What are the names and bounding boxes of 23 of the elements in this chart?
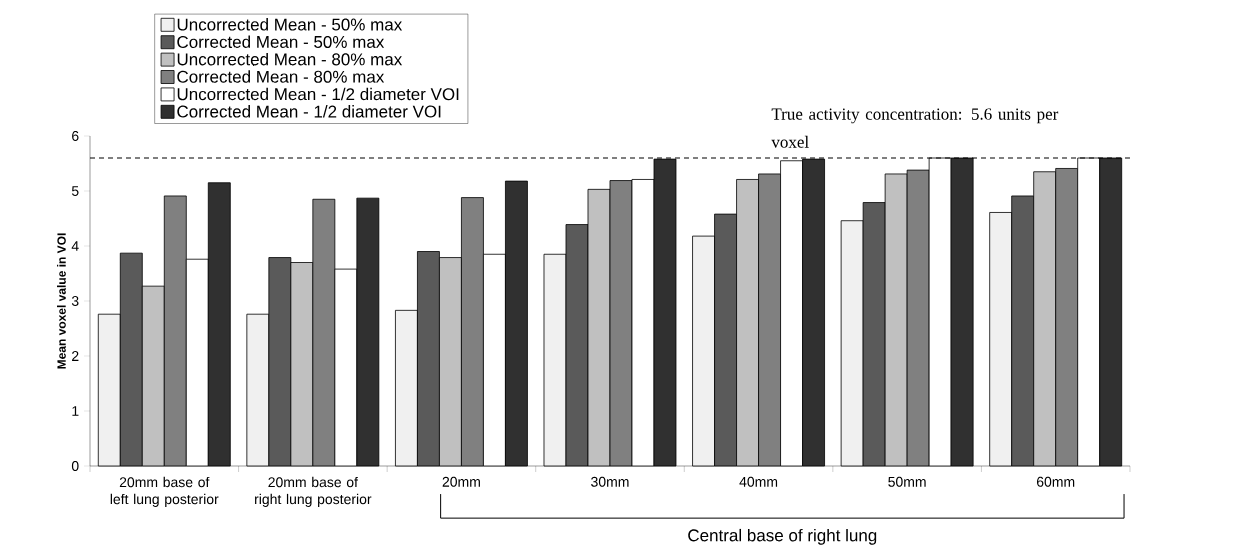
- x-tick-label: 30mm: [591, 476, 629, 487]
- y-tick-label: 4: [71, 241, 79, 251]
- legend-label: Uncorrected Mean - 1/2 diameter VOI: [177, 87, 459, 101]
- legend-label: Corrected Mean - 1/2 diameter VOI: [177, 105, 441, 118]
- y-tick-label: 0: [71, 461, 79, 471]
- x-tick-label: 50mm: [888, 476, 926, 487]
- x-tick-label: 20mm base of right lung posterior: [255, 476, 372, 507]
- legend-label: Corrected Mean - 50% max: [177, 35, 385, 48]
- y-tick-label: 6: [72, 131, 79, 141]
- y-tick-label: 3: [71, 296, 79, 306]
- y-tick-label: 5: [71, 186, 79, 196]
- x-tick-label: 60mm: [1036, 476, 1075, 487]
- text: Central base of right lung: [688, 528, 877, 545]
- y-axis-title: Mean voxel value in VOI: [57, 233, 66, 369]
- legend-label: Uncorrected Mean - 80% max: [177, 52, 403, 66]
- y-tick-label: 1: [72, 406, 79, 416]
- y-tick-label: 2: [72, 351, 79, 361]
- legend-label: Uncorrected Mean - 50% max: [177, 18, 403, 31]
- ref-line-label: True activity concentration: 5.6 units per voxel: [771, 108, 1059, 148]
- x-tick-label: 20mm: [442, 476, 480, 487]
- x-tick-label: 20mm base of left lung posterior: [110, 476, 219, 507]
- legend-label: Corrected Mean - 80% max: [177, 70, 385, 83]
- x-tick-label: 40mm: [739, 476, 778, 487]
